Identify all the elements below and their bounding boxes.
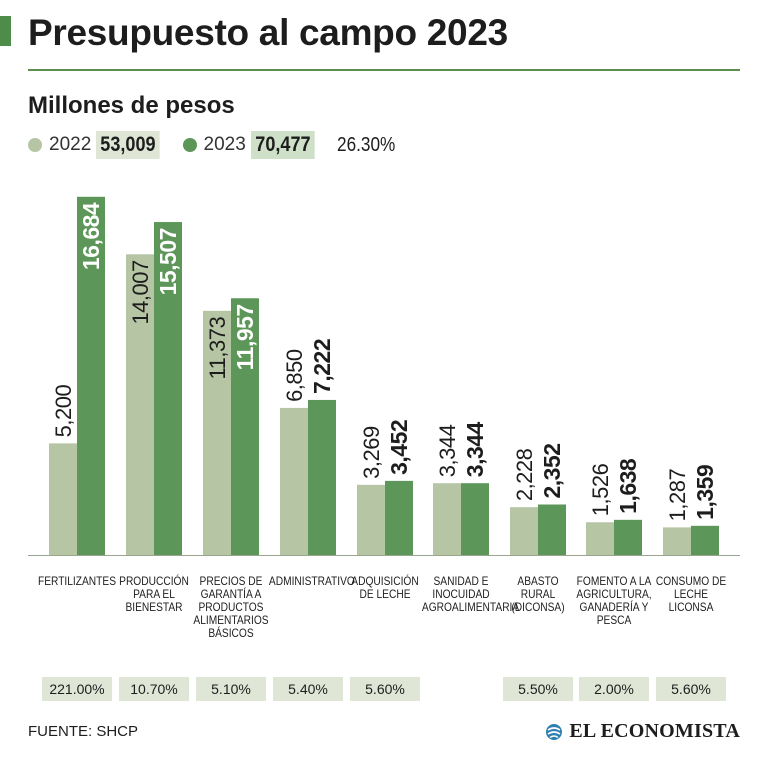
value-label-2023-8: 1,359: [692, 465, 718, 520]
bar-2023-6: [538, 504, 566, 555]
bar-2023-4: [385, 480, 413, 555]
bar-2023-8: [691, 525, 719, 555]
legend-total-change: 26.30%: [337, 133, 396, 156]
legend-2022-swatch: [28, 138, 42, 152]
bar-2023-3: [308, 399, 336, 555]
category-label-8: CONSUMO DE LECHE LICONSA: [655, 574, 727, 614]
category-label-7: FOMENTO A LA AGRICULTURA, GANADERÍA Y PE…: [576, 574, 652, 627]
value-label-2022-8: 1,287: [665, 469, 690, 522]
bar-2023-7: [614, 519, 642, 555]
legend-2022-label: 2022: [49, 134, 92, 155]
logo-text: EL ECONOMISTA: [569, 720, 740, 742]
change-pct-4: 5.60%: [350, 677, 420, 701]
legend-2023-label: 2023: [203, 134, 246, 155]
bar-2023-0: [77, 196, 105, 555]
value-label-2023-1: 15,507: [155, 228, 181, 295]
value-label-2022-4: 3,269: [359, 426, 384, 479]
value-label-2022-1: 14,007: [128, 260, 153, 325]
change-pct-7: 2.00%: [579, 677, 649, 701]
category-label-4: ADQUISICIÓN DE LECHE: [351, 574, 419, 601]
bar-2022-7: [586, 522, 614, 555]
change-pct-8: 5.60%: [656, 677, 726, 701]
bar-2022-3: [280, 407, 308, 555]
bar-2022-4: [357, 484, 385, 555]
page-title: Presupuesto al campo 2023: [28, 12, 508, 53]
change-pct-1: 10.70%: [119, 677, 189, 701]
value-label-2023-3: 7,222: [309, 339, 335, 394]
bar-2023-5: [461, 483, 489, 555]
change-pct-0: 221.00%: [42, 677, 112, 701]
category-label-1: PRODUCCIÓN PARA EL BIENESTAR: [119, 574, 189, 614]
value-label-2022-6: 2,228: [512, 448, 537, 501]
category-label-3: ADMINISTRATIVO: [268, 574, 355, 588]
bar-2022-5: [433, 483, 461, 555]
publisher-logo: EL ECONOMISTA: [545, 720, 740, 743]
change-pct-3: 5.40%: [273, 677, 343, 701]
bar-chart: 5,200 16,684 14,007 15,507 11,373 11,957 6,850…: [28, 196, 740, 556]
legend-2023-total: 70,477: [250, 131, 315, 159]
category-label-0: FERTILIZANTES: [37, 574, 117, 588]
logo-globe-icon: [546, 723, 563, 740]
value-label-2022-0: 5,200: [51, 385, 76, 438]
bar-2023-1: [154, 222, 182, 555]
category-label-2: PRECIOS DE GARANTÍA A PRODUCTOS ALIMENTA…: [193, 574, 269, 640]
bar-2022-1: [126, 254, 154, 555]
category-label-5: SANIDAD E INOCUIDAD AGROALIMENTARIA: [421, 574, 520, 614]
legend-2023-swatch: [182, 138, 197, 152]
value-label-2023-7: 1,638: [615, 458, 641, 514]
value-label-2022-7: 1,526: [588, 463, 613, 516]
value-label-2022-3: 6,850: [282, 349, 307, 402]
value-label-2023-2: 11,957: [232, 304, 258, 370]
value-label-2023-4: 3,452: [386, 420, 412, 475]
chart-subtitle: Millones de pesos: [28, 92, 235, 119]
value-label-2023-6: 2,352: [539, 443, 565, 498]
bar-2023-2: [231, 298, 259, 555]
source-note: FUENTE: SHCP: [28, 723, 139, 740]
title-divider: [28, 69, 740, 71]
bar-2022-6: [510, 507, 538, 555]
value-label-2023-0: 16,684: [78, 202, 104, 270]
value-label-2022-2: 11,373: [205, 317, 230, 380]
legend: 2022 53,009 2023 70,477 26.30%: [28, 131, 405, 159]
bar-2022-0: [49, 443, 77, 555]
change-pct-6: 5.50%: [503, 677, 573, 701]
bar-2022-2: [203, 310, 231, 555]
title-accent-bar: [0, 16, 11, 46]
legend-2022-total: 53,009: [96, 131, 161, 159]
change-pct-2: 5.10%: [196, 677, 266, 701]
value-label-2022-5: 3,344: [435, 424, 460, 477]
category-label-6: ABASTO RURAL (DICONSA): [511, 574, 565, 614]
value-label-2023-5: 3,344: [462, 421, 488, 477]
bar-2022-8: [663, 527, 691, 555]
